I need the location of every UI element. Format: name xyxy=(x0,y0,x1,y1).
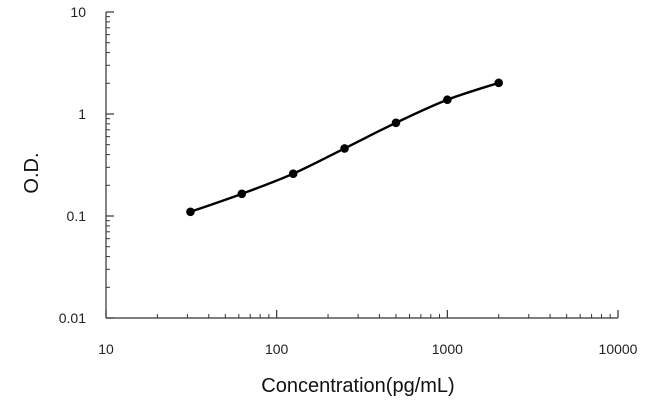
x-axis-title: Concentration(pg/mL) xyxy=(261,375,454,397)
data-point xyxy=(288,169,298,178)
data-point xyxy=(237,189,247,199)
ticks xyxy=(105,11,619,319)
x-tick-label: 100 xyxy=(265,341,289,357)
tick-labels: 10 100 1000 10000 0.01 0.1 1 10 xyxy=(59,4,638,357)
x-tick-label: 10 xyxy=(98,341,114,357)
y-tick-label: 0.01 xyxy=(59,310,86,326)
y-axis-title: O.D. xyxy=(21,152,43,193)
x-tick-label: 1000 xyxy=(432,341,463,357)
y-tick-label: 10 xyxy=(70,4,86,20)
data-point xyxy=(494,78,504,88)
y-tick-label: 0.1 xyxy=(67,208,87,224)
data-points xyxy=(186,78,504,217)
data-point xyxy=(186,207,195,217)
axes xyxy=(105,12,618,319)
data-point xyxy=(340,144,349,153)
x-tick-label: 10000 xyxy=(599,341,638,357)
data-point xyxy=(391,118,401,128)
data-point xyxy=(443,95,452,105)
y-tick-label: 1 xyxy=(78,106,86,122)
